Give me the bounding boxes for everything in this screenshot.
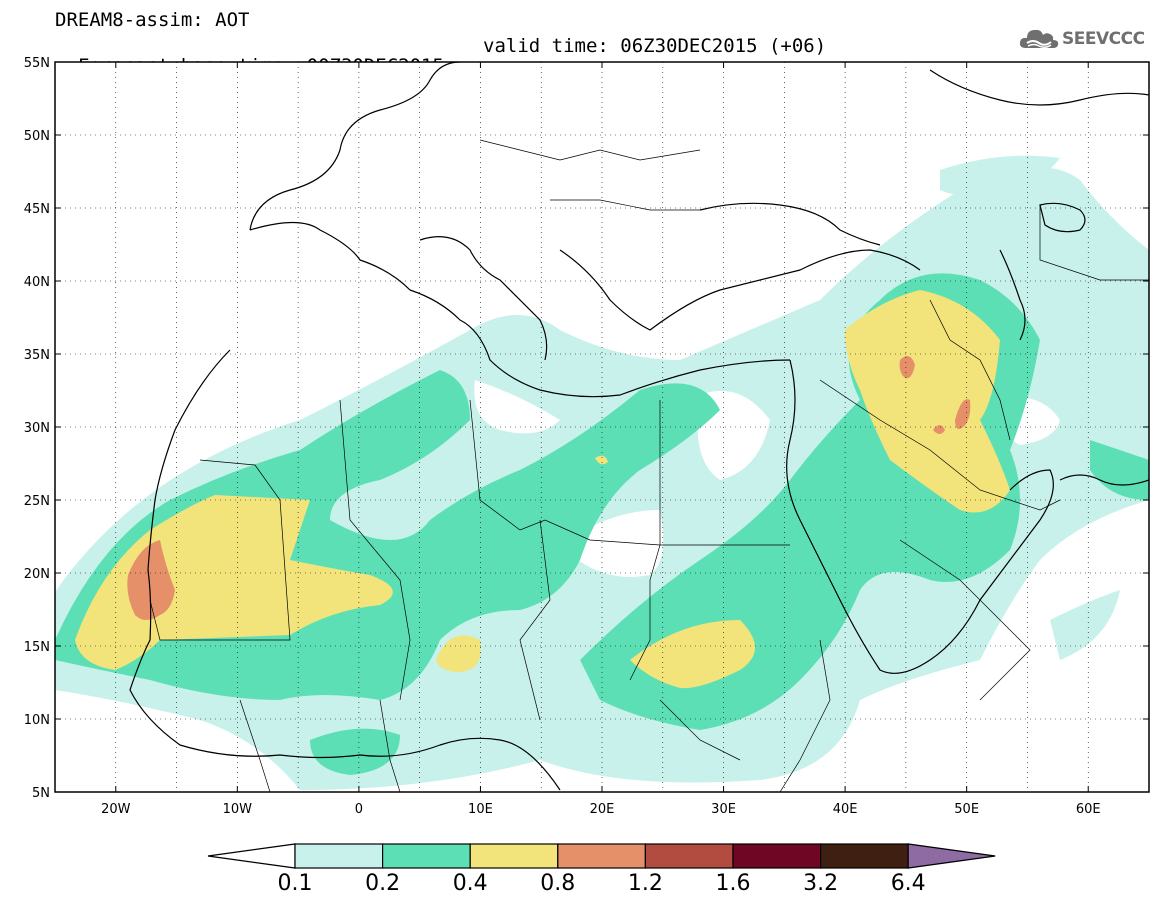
colorbar-swatch (557, 843, 646, 869)
lat-tick-label: 5N (32, 786, 50, 801)
colorbar-level-label: 0.8 (540, 871, 576, 896)
colorbar-swatch (819, 843, 909, 869)
colorbar-under-arrow (207, 843, 296, 869)
colorbar-level-label: 6.4 (890, 871, 926, 896)
colorbar-swatch (382, 843, 471, 869)
lat-tick-label: 35N (24, 348, 50, 363)
lon-tick-label: 30E (711, 802, 736, 817)
aot-shading (55, 155, 1149, 791)
lat-tick-label: 30N (24, 421, 50, 436)
lon-tick-label: 40E (833, 802, 858, 817)
seevccc-logo: SEEVCCC (1018, 26, 1145, 52)
lon-tick-label: 50E (954, 802, 979, 817)
colorbar-level-label: 0.2 (365, 871, 401, 896)
colorbar-swatch (294, 843, 384, 869)
lat-tick-label: 15N (24, 640, 50, 655)
lat-tick-label: 10N (24, 713, 50, 728)
cloud-icon (1019, 29, 1059, 49)
lat-tick-label: 20N (24, 567, 50, 582)
borders (149, 139, 1149, 792)
colorbar-level-label: 1.2 (627, 871, 663, 896)
lon-tick-label: 10W (223, 802, 253, 817)
colorbar-swatch (644, 843, 734, 869)
chart-title: DREAM8-assim: AOT (55, 9, 250, 31)
colorbar-over-arrow (907, 843, 996, 869)
aot-level-0.8 (127, 356, 971, 620)
lat-tick-label: 50N (24, 129, 50, 144)
colorbar-swatch (732, 843, 822, 869)
lon-tick-label: 10E (468, 802, 493, 817)
lon-tick-label: 20E (590, 802, 615, 817)
lon-tick-label: 60E (1076, 802, 1101, 817)
logo-text: SEEVCCC (1062, 29, 1145, 49)
colorbar (207, 843, 996, 869)
longitude-labels: 20W 10W 0 10E 20E 30E 40E 50E 60E (101, 62, 1101, 817)
lat-tick-label: 55N (24, 56, 50, 71)
valid-time: valid time: 06Z30DEC2015 (+06) (483, 35, 827, 57)
lat-tick-label: 45N (24, 202, 50, 217)
lat-tick-label: 40N (24, 275, 50, 290)
lat-tick-label: 25N (24, 494, 50, 509)
colorbar-swatch (469, 843, 559, 869)
coastlines (129, 62, 1149, 791)
lon-tick-label: 20W (101, 802, 131, 817)
colorbar-level-label: 3.2 (803, 871, 839, 896)
colorbar-level-label: 0.4 (452, 871, 488, 896)
colorbar-level-label: 0.1 (277, 871, 313, 896)
colorbar-level-label: 1.6 (715, 871, 751, 896)
lon-tick-label: 0 (355, 802, 363, 817)
latitude-labels: 5N 10N 15N 20N 25N 30N 35N 40N 45N 50N 55N (24, 56, 1149, 801)
